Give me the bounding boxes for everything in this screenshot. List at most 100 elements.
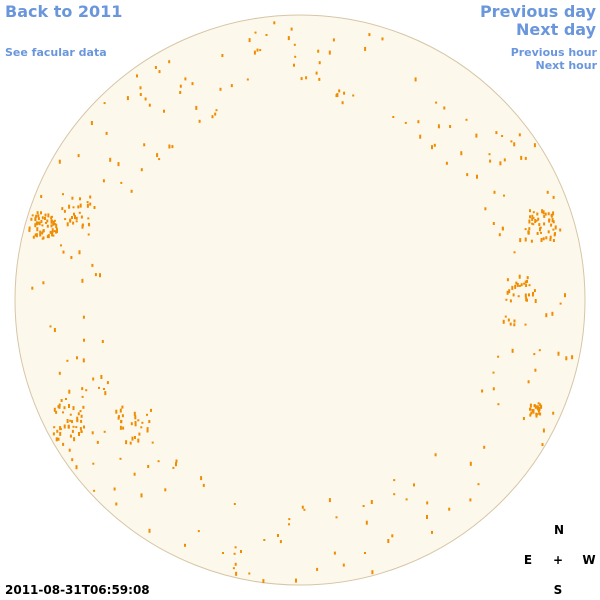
facula xyxy=(277,534,279,537)
facula xyxy=(140,168,143,172)
facula xyxy=(365,520,368,525)
facula xyxy=(370,500,373,504)
facula xyxy=(179,84,182,88)
facula xyxy=(445,161,448,165)
facula xyxy=(90,121,93,125)
facula xyxy=(68,389,71,394)
facula xyxy=(78,432,80,436)
facula xyxy=(81,395,84,398)
facula xyxy=(265,34,268,36)
facula xyxy=(294,55,297,58)
compass-south: S xyxy=(554,583,563,597)
facula xyxy=(328,498,331,503)
next-hour-link[interactable]: Next hour xyxy=(536,59,598,72)
facula xyxy=(434,453,437,457)
next-day-link[interactable]: Next day xyxy=(516,20,597,39)
facula xyxy=(542,428,545,433)
facula xyxy=(146,427,149,432)
facula xyxy=(510,140,513,143)
facula xyxy=(69,218,72,222)
facula xyxy=(103,388,105,390)
facula xyxy=(448,507,451,511)
facula xyxy=(100,375,103,379)
facula xyxy=(73,212,75,216)
facula xyxy=(498,233,501,237)
facula xyxy=(53,407,56,412)
facula xyxy=(518,133,521,137)
facula xyxy=(133,411,136,416)
facula xyxy=(60,244,62,247)
facula xyxy=(40,211,42,215)
facula xyxy=(504,315,507,318)
facula xyxy=(58,405,61,409)
facula xyxy=(541,209,544,214)
facula xyxy=(71,216,73,219)
facula xyxy=(50,216,53,220)
facula xyxy=(534,368,537,372)
previous-hour-link[interactable]: Previous hour xyxy=(511,46,598,59)
facula xyxy=(533,289,536,293)
facula xyxy=(342,563,345,567)
facula xyxy=(509,322,512,326)
previous-day-link[interactable]: Previous day xyxy=(480,2,597,21)
timestamp: 2011-08-31T06:59:08 xyxy=(5,583,150,597)
facula xyxy=(44,213,47,217)
facula xyxy=(536,405,539,409)
facula xyxy=(56,429,59,433)
facula xyxy=(524,237,527,242)
facula xyxy=(41,216,44,220)
facula xyxy=(557,351,560,356)
facula xyxy=(303,508,306,511)
facula xyxy=(214,112,217,116)
facula xyxy=(528,293,530,297)
facula xyxy=(184,543,186,547)
facula xyxy=(71,196,74,200)
facula xyxy=(502,319,505,324)
facular-link[interactable]: See facular data xyxy=(5,46,107,59)
facula xyxy=(55,437,58,442)
facula xyxy=(63,424,66,429)
facula xyxy=(524,228,527,231)
facula xyxy=(256,48,259,52)
facula xyxy=(79,427,82,431)
facula xyxy=(230,84,233,88)
facula xyxy=(133,472,136,476)
facula xyxy=(119,457,122,460)
facula xyxy=(59,428,62,431)
facula xyxy=(175,462,177,467)
facula xyxy=(549,235,552,239)
facula xyxy=(141,421,144,424)
facula xyxy=(52,432,55,436)
back-link[interactable]: Back to 2011 xyxy=(5,2,122,21)
facula xyxy=(75,216,78,220)
facula xyxy=(301,505,304,509)
facula xyxy=(58,403,61,407)
facula xyxy=(126,96,129,101)
facula xyxy=(134,415,137,420)
facula xyxy=(69,413,72,416)
facula xyxy=(77,205,80,209)
facula xyxy=(42,281,45,285)
facula xyxy=(106,381,109,385)
facula xyxy=(87,217,90,220)
compass-north: N xyxy=(554,523,564,537)
facula xyxy=(156,153,159,158)
facula xyxy=(341,101,344,105)
facula xyxy=(530,411,533,415)
facula xyxy=(525,284,528,287)
facula xyxy=(288,523,290,526)
facula xyxy=(254,31,257,34)
facula xyxy=(72,406,75,411)
facula xyxy=(443,106,446,110)
facula xyxy=(235,571,238,576)
facula xyxy=(495,131,498,135)
facula xyxy=(546,190,549,194)
facula xyxy=(59,431,62,436)
facula xyxy=(75,426,78,429)
facula xyxy=(134,423,137,427)
facula xyxy=(332,38,335,42)
facula xyxy=(519,238,522,243)
facula xyxy=(168,144,171,149)
facula xyxy=(511,348,514,353)
facula xyxy=(75,220,78,223)
